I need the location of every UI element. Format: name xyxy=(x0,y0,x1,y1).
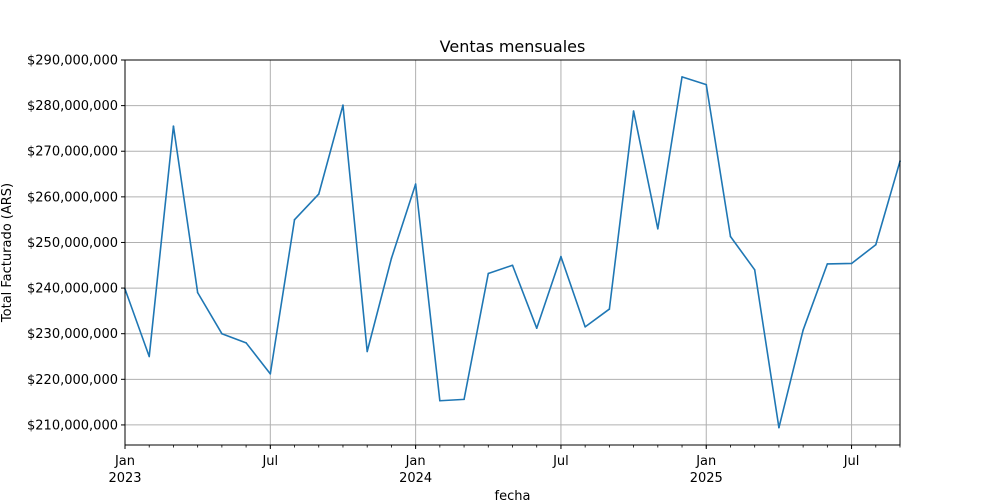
data-point xyxy=(632,110,635,112)
data-point xyxy=(390,257,393,260)
data-point xyxy=(221,332,223,335)
data-point xyxy=(681,76,683,78)
x-tick-label: Jan xyxy=(405,454,426,469)
y-tick-label: $250,000,000 xyxy=(27,236,118,251)
data-point xyxy=(172,125,175,127)
x-tick-year-label: 2024 xyxy=(399,471,432,486)
data-point xyxy=(317,193,320,195)
plot-frame xyxy=(124,59,901,446)
data-point xyxy=(778,426,780,429)
data-point xyxy=(608,308,611,310)
data-point xyxy=(414,183,417,185)
data-point xyxy=(802,329,804,331)
data-point xyxy=(729,235,732,238)
data-point xyxy=(584,326,586,328)
data-point xyxy=(657,227,659,230)
data-point xyxy=(269,373,272,375)
y-axis-label: Total Facturado (ARS) xyxy=(0,183,15,323)
data-point xyxy=(487,272,490,275)
x-tick-label: Jan xyxy=(695,454,716,469)
data-point xyxy=(560,255,562,258)
data-point xyxy=(535,327,538,330)
series-layer xyxy=(123,76,901,429)
x-tick-label: Jul xyxy=(843,454,860,469)
y-tick-label: $270,000,000 xyxy=(27,145,118,160)
y-tick-label: $280,000,000 xyxy=(27,99,118,114)
chart-title: Ventas mensuales xyxy=(440,37,586,56)
data-point xyxy=(196,291,199,294)
x-axis: Jan 2023 Jul Jan 2024 Jul Jan 2025 Jul xyxy=(108,445,901,486)
series-line xyxy=(123,76,901,429)
x-tick-year-label: 2025 xyxy=(690,471,723,486)
data-point xyxy=(850,262,853,265)
y-tick-label: $240,000,000 xyxy=(27,282,118,297)
y-tick-label: $210,000,000 xyxy=(27,418,118,433)
y-tick-label: $230,000,000 xyxy=(27,327,118,342)
data-point xyxy=(366,350,368,353)
data-point xyxy=(826,263,829,265)
data-point xyxy=(511,264,514,267)
data-point xyxy=(245,342,247,344)
data-point xyxy=(439,399,441,402)
data-point xyxy=(148,355,151,358)
x-tick-year-label: 2023 xyxy=(108,471,141,486)
y-tick-label: $260,000,000 xyxy=(27,190,118,205)
grid-lines xyxy=(124,59,900,445)
x-tick-label: Jul xyxy=(552,454,569,469)
x-axis-label: fecha xyxy=(495,489,531,500)
data-point xyxy=(293,218,296,221)
data-point xyxy=(874,243,877,246)
data-point xyxy=(342,104,344,106)
x-tick-label: Jul xyxy=(261,454,278,469)
x-tick-label: Jan xyxy=(114,454,135,469)
y-tick-label: $290,000,000 xyxy=(27,54,118,69)
data-point xyxy=(705,83,708,86)
y-axis: $210,000,000 $220,000,000 $230,000,000 $240… xyxy=(27,54,125,433)
y-tick-label: $220,000,000 xyxy=(27,373,118,388)
data-point xyxy=(753,269,756,271)
data-point xyxy=(463,398,465,401)
